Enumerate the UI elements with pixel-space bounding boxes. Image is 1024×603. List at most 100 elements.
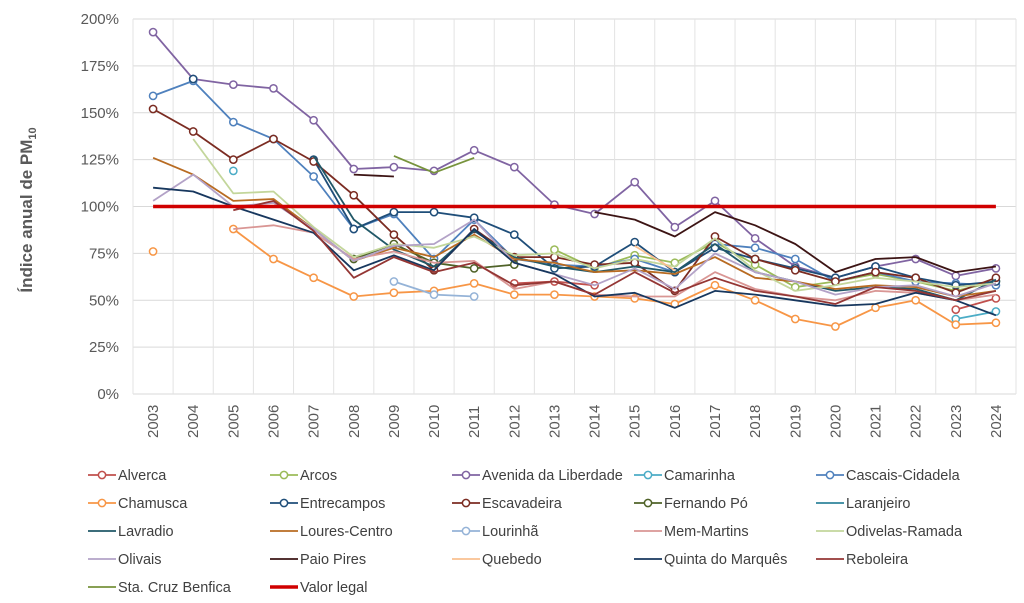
legend-item: Valor legal — [270, 580, 367, 596]
legend-label: Sta. Cruz Benfica — [118, 580, 232, 596]
legend-item: Arcos — [270, 468, 337, 484]
data-point — [710, 280, 720, 290]
legend-marker — [279, 498, 289, 508]
legend-label: Valor legal — [300, 580, 367, 596]
data-point — [269, 134, 278, 144]
data-point — [750, 254, 760, 264]
series-line — [233, 199, 997, 305]
data-point — [469, 279, 479, 288]
legend-marker — [643, 470, 653, 480]
data-point — [349, 224, 359, 234]
x-tick-label: 2020 — [827, 405, 844, 438]
data-point — [309, 115, 318, 125]
data-point — [309, 172, 318, 181]
y-axis-label-sub: 10 — [27, 127, 39, 139]
data-point — [790, 254, 800, 264]
data-point — [469, 213, 479, 223]
series-line — [153, 186, 997, 317]
series-loures-centro — [152, 156, 997, 298]
legend-item: Paio Pires — [270, 552, 366, 568]
legend-marker — [825, 470, 835, 480]
data-point — [269, 254, 278, 264]
series-line — [594, 211, 997, 274]
x-tick-label: 2003 — [145, 405, 162, 438]
y-tick-label: 200% — [81, 11, 119, 28]
y-axis-label: Índice anual de PM10 — [17, 127, 39, 292]
series-reboleira — [233, 199, 997, 305]
data-point — [951, 305, 961, 314]
legend-item: Lavradio — [88, 524, 174, 540]
legend: Alverca Arcos Avenida da Liberdade Camarinh… — [88, 468, 963, 596]
data-point — [911, 273, 921, 283]
legend-label: Mem-Martins — [664, 524, 749, 540]
legend-marker — [97, 498, 107, 508]
series-paio-pires — [353, 173, 997, 274]
data-point — [911, 295, 921, 305]
x-tick-label: 2009 — [386, 405, 403, 438]
legend-marker — [97, 470, 107, 480]
x-tick-label: 2023 — [948, 405, 965, 438]
legend-label: Alverca — [118, 468, 167, 484]
series-line — [152, 156, 997, 298]
series-quinta-do-marques — [153, 186, 997, 317]
data-point — [750, 243, 760, 253]
data-point — [228, 155, 238, 164]
data-point — [349, 190, 359, 200]
legend-item: Escavadeira — [452, 496, 563, 512]
legend-item: Quebedo — [452, 552, 542, 568]
data-point — [148, 27, 158, 37]
legend-item: Sta. Cruz Benfica — [88, 580, 232, 596]
legend-item: Laranjeiro — [816, 496, 911, 512]
data-point — [349, 164, 359, 174]
data-point — [550, 245, 559, 254]
legend-label: Paio Pires — [300, 552, 366, 568]
data-point — [309, 273, 318, 283]
data-point — [228, 117, 238, 127]
legend-label: Quinta do Marquês — [664, 552, 787, 568]
legend-item: Entrecampos — [270, 496, 385, 512]
legend-item: Odivelas-Ramada — [816, 524, 963, 540]
y-tick-label: 175% — [81, 58, 119, 75]
x-tick-label: 2014 — [587, 405, 604, 438]
legend-label: Lavradio — [118, 524, 174, 540]
legend-item: Cascais-Cidadela — [816, 468, 961, 484]
data-point — [349, 292, 359, 301]
series-quebedo — [634, 245, 676, 272]
y-tick-label: 50% — [89, 292, 119, 309]
data-point — [389, 288, 399, 298]
legend-label: Odivelas-Ramada — [846, 524, 963, 540]
legend-marker — [461, 470, 471, 480]
series-line — [393, 155, 475, 174]
series-line — [955, 297, 997, 311]
x-tick-label: 2008 — [346, 405, 363, 438]
data-point — [790, 265, 800, 275]
data-point — [469, 264, 479, 273]
y-axis-ticks: 0% 25% 50% 75% 100% 125% 150% 175% 200% — [81, 11, 119, 403]
legend-marker — [643, 498, 653, 508]
series-line — [634, 245, 676, 272]
legend-item: Avenida da Liberdade — [452, 468, 623, 484]
data-point — [429, 207, 439, 217]
data-point — [991, 294, 1001, 303]
legend-label: Escavadeira — [482, 496, 563, 512]
data-point — [670, 222, 680, 232]
legend-label: Olivais — [118, 552, 162, 568]
legend-marker — [461, 498, 471, 508]
data-point — [951, 271, 961, 281]
data-point — [630, 237, 640, 247]
series-sta-cruz-benfica — [393, 155, 475, 174]
y-tick-label: 75% — [89, 245, 119, 262]
legend-label: Loures-Centro — [300, 524, 393, 540]
data-point — [148, 104, 158, 114]
x-tick-label: 2013 — [546, 405, 563, 438]
series-line — [353, 173, 394, 178]
legend-label: Quebedo — [482, 552, 542, 568]
data-point — [750, 234, 760, 243]
data-point — [831, 322, 840, 331]
legend-item: Mem-Martins — [634, 524, 749, 540]
x-tick-label: 2012 — [506, 405, 523, 438]
legend-label: Arcos — [300, 468, 337, 484]
data-point — [389, 277, 399, 286]
data-point — [790, 314, 800, 324]
